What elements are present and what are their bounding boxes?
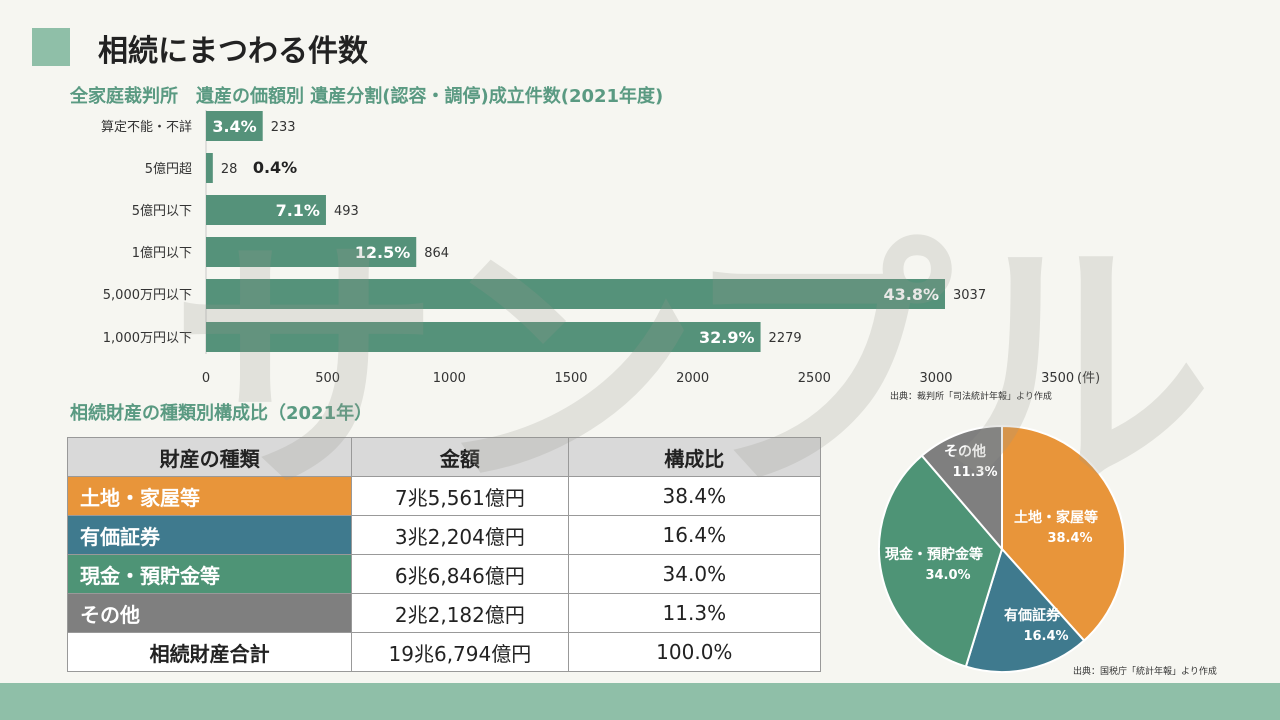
row-ratio: 34.0% <box>567 554 822 594</box>
bar-value-label: 2279 <box>769 331 802 346</box>
bar <box>206 111 263 141</box>
x-tick-label: 3500 <box>1041 371 1074 386</box>
total-amount: 19兆6,794億円 <box>351 632 569 672</box>
asset-composition-table: 財産の種類 金額 構成比 土地・家屋等 7兆5,561億円 38.4% 有価証券… <box>66 437 822 672</box>
bar-value-label: 3037 <box>953 288 986 303</box>
row-ratio: 38.4% <box>567 476 822 516</box>
row-ratio: 16.4% <box>567 515 822 555</box>
bar-chart-title: 全家庭裁判所 遺産の価額別 遺産分割(認容・調停)成立件数(2021年度) <box>70 86 664 107</box>
bar-value-label: 493 <box>334 204 359 219</box>
category-label: 1,000万円以下 <box>103 331 192 346</box>
pie-category-label: その他 <box>944 443 986 460</box>
pie-slice <box>1001 424 1126 642</box>
bar <box>206 195 326 225</box>
footer-band <box>0 683 1280 720</box>
category-label: 1億円以下 <box>132 245 192 261</box>
total-ratio: 100.0% <box>567 632 822 672</box>
pie-percent-label: 38.4% <box>1047 531 1092 546</box>
title-accent-square <box>32 28 70 66</box>
pie-slice <box>920 424 1003 552</box>
bar-percent-label: 7.1% <box>276 201 320 220</box>
x-tick-label: 2500 <box>798 371 831 386</box>
bar-chart-source: 出典：裁判所「司法統計年報」より作成 <box>890 392 1052 402</box>
bar-percent-label: 3.4% <box>212 117 256 136</box>
table-row: 有価証券 3兆2,204億円 16.4% <box>66 515 822 555</box>
row-amount: 2兆2,182億円 <box>351 593 569 633</box>
bar <box>206 322 761 352</box>
pie-percent-label: 34.0% <box>925 568 970 583</box>
x-axis-unit: (件) <box>1077 371 1100 386</box>
x-tick-label: 3000 <box>919 371 952 386</box>
pie-percent-label: 16.4% <box>1023 629 1068 644</box>
row-amount: 6兆6,846億円 <box>351 554 569 594</box>
row-label-land: 土地・家屋等 <box>66 476 353 516</box>
bar-percent-label: 12.5% <box>355 243 411 262</box>
row-amount: 3兆2,204億円 <box>351 515 569 555</box>
table-row: 土地・家屋等 7兆5,561億円 38.4% <box>66 476 822 516</box>
bar-value-label: 233 <box>271 120 296 135</box>
bar-percent-label: 0.4% <box>253 158 297 177</box>
table-title: 相続財産の種類別構成比（2021年） <box>70 403 373 424</box>
category-label: 算定不能・不詳 <box>101 119 192 135</box>
bar <box>206 279 946 309</box>
bar-chart: 算定不能・不詳 3.4% 233 5億円超 28 0.4% 5億円以下 7.1% 493 1億円以… <box>101 110 1100 386</box>
pie-slice <box>964 547 1086 673</box>
table-row: 現金・預貯金等 6兆6,846億円 34.0% <box>66 554 822 594</box>
row-ratio: 11.3% <box>567 593 822 633</box>
table-row: その他 2兆2,182億円 11.3% <box>66 593 822 633</box>
pie-category-label: 土地・家屋等 <box>1014 509 1098 526</box>
x-tick-label: 1500 <box>554 371 587 386</box>
bar <box>206 153 213 183</box>
category-label: 5億円以下 <box>132 203 192 219</box>
bar-percent-label: 43.8% <box>883 285 939 304</box>
page-title: 相続にまつわる件数 <box>98 34 368 69</box>
x-tick-label: 2000 <box>676 371 709 386</box>
category-label: 5,000万円以下 <box>103 288 192 303</box>
bar-value-label: 28 <box>221 162 238 177</box>
pie-category-label: 現金・預貯金等 <box>885 546 983 563</box>
row-label-cash: 現金・預貯金等 <box>66 554 353 594</box>
header-amount: 金額 <box>351 437 569 477</box>
bar-value-label: 864 <box>424 246 449 261</box>
pie-slice <box>878 454 1004 668</box>
x-tick-label: 1000 <box>433 371 466 386</box>
pie-chart-source: 出典：国税庁「統計年報」より作成 <box>1073 667 1217 677</box>
bar-percent-label: 32.9% <box>699 328 755 347</box>
pie-category-label: 有価証券 <box>1004 607 1061 624</box>
category-label: 5億円超 <box>145 161 192 177</box>
table-header-row: 財産の種類 金額 構成比 <box>66 437 822 477</box>
row-label-securities: 有価証券 <box>66 515 353 555</box>
row-label-other: その他 <box>66 593 353 633</box>
x-tick-label: 0 <box>202 371 210 386</box>
row-amount: 7兆5,561億円 <box>351 476 569 516</box>
pie-percent-label: 11.3% <box>952 465 997 480</box>
header-asset-type: 財産の種類 <box>66 437 353 477</box>
table-total-row: 相続財産合計 19兆6,794億円 100.0% <box>66 632 822 672</box>
total-label: 相続財産合計 <box>66 632 353 672</box>
header-ratio: 構成比 <box>567 437 822 477</box>
bar <box>206 237 417 267</box>
x-tick-label: 500 <box>315 371 340 386</box>
